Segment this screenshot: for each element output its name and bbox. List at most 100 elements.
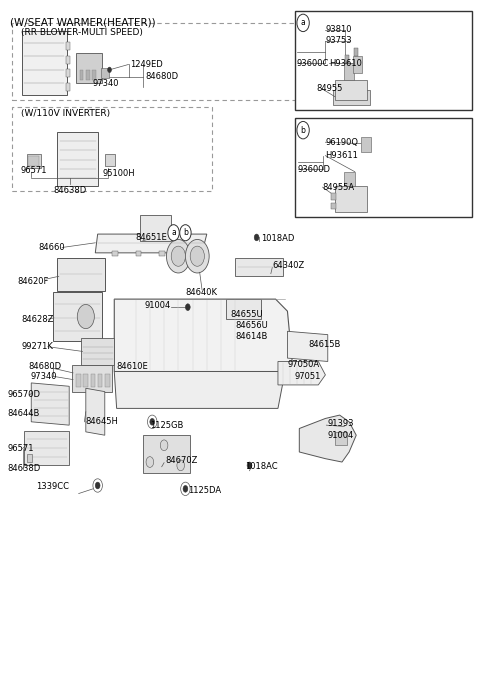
Circle shape [297, 122, 309, 139]
Bar [105, 153, 115, 166]
Bar [97, 374, 102, 387]
Polygon shape [86, 388, 105, 435]
Text: 93753: 93753 [325, 37, 352, 45]
Text: 84955: 84955 [316, 84, 342, 93]
Polygon shape [57, 132, 97, 186]
Circle shape [160, 440, 168, 451]
Bar [344, 63, 354, 80]
Polygon shape [235, 258, 283, 276]
Bar [86, 70, 90, 80]
Text: 84656U: 84656U [235, 321, 268, 331]
Polygon shape [96, 234, 207, 253]
Bar [91, 374, 96, 387]
Text: 1018AD: 1018AD [261, 235, 295, 243]
Polygon shape [300, 415, 356, 462]
Circle shape [185, 304, 190, 310]
Bar [345, 55, 349, 63]
Bar [80, 70, 84, 80]
Polygon shape [226, 299, 261, 319]
Text: 84610E: 84610E [117, 362, 148, 370]
Text: 84640K: 84640K [185, 288, 217, 297]
Text: b: b [183, 228, 188, 237]
Polygon shape [81, 338, 114, 365]
Bar [136, 251, 141, 256]
Text: 84615B: 84615B [309, 340, 341, 349]
Bar [76, 374, 81, 387]
Text: 1125GB: 1125GB [150, 420, 183, 430]
Bar [76, 53, 102, 83]
Bar [92, 70, 96, 80]
Text: 93600D: 93600D [298, 164, 331, 174]
Polygon shape [143, 435, 190, 473]
Bar [354, 49, 358, 56]
Text: 84655U: 84655U [230, 310, 263, 319]
Bar [101, 68, 108, 78]
Bar [335, 80, 367, 100]
Polygon shape [72, 365, 112, 391]
Text: 84620F: 84620F [17, 276, 48, 285]
Bar [66, 69, 70, 77]
Text: 93810: 93810 [325, 25, 352, 34]
Circle shape [190, 246, 204, 266]
Text: (W/110V INVERTER): (W/110V INVERTER) [21, 109, 110, 118]
Polygon shape [57, 258, 105, 291]
Bar [335, 187, 367, 212]
Circle shape [146, 457, 154, 467]
Polygon shape [333, 90, 371, 105]
Polygon shape [288, 331, 328, 362]
Polygon shape [114, 299, 292, 372]
Text: 84651E: 84651E [136, 233, 168, 242]
Circle shape [185, 239, 209, 273]
Text: H93610: H93610 [329, 59, 362, 68]
Bar [140, 216, 171, 241]
Bar [112, 251, 118, 256]
Text: 97340: 97340 [93, 79, 120, 89]
Circle shape [96, 482, 100, 489]
Polygon shape [114, 372, 285, 408]
Bar [335, 432, 347, 445]
Text: 84680D: 84680D [29, 362, 62, 370]
Bar [361, 137, 372, 151]
Text: 95100H: 95100H [102, 169, 135, 178]
Circle shape [180, 224, 191, 241]
Bar [26, 153, 41, 168]
Text: 84644B: 84644B [8, 408, 40, 418]
Circle shape [168, 224, 179, 241]
Polygon shape [31, 383, 69, 425]
Polygon shape [22, 31, 67, 95]
Text: 97340: 97340 [30, 372, 57, 381]
Bar [84, 374, 88, 387]
Bar [159, 251, 165, 256]
Bar [295, 118, 472, 217]
Text: 1018AC: 1018AC [245, 462, 277, 471]
Text: 97050A: 97050A [288, 360, 320, 369]
Text: 84955A: 84955A [323, 183, 355, 192]
Bar [66, 43, 70, 51]
Circle shape [297, 14, 309, 32]
Bar [66, 82, 70, 91]
Circle shape [108, 67, 111, 72]
Bar [353, 56, 362, 73]
Polygon shape [53, 293, 102, 341]
Text: 84645H: 84645H [86, 417, 119, 427]
Text: (W/SEAT WARMER(HEATER)): (W/SEAT WARMER(HEATER)) [10, 18, 156, 28]
Bar [26, 454, 32, 462]
Circle shape [77, 304, 95, 329]
Text: a: a [301, 18, 305, 28]
Text: 99271K: 99271K [22, 342, 54, 352]
Circle shape [254, 234, 259, 241]
Text: 64340Z: 64340Z [272, 261, 304, 270]
Text: 91004: 91004 [328, 431, 354, 439]
Circle shape [150, 418, 155, 425]
Bar [331, 203, 336, 210]
Text: b: b [300, 126, 306, 135]
Text: 84614B: 84614B [235, 332, 268, 341]
Bar [66, 55, 70, 64]
Text: 97051: 97051 [295, 372, 321, 381]
Text: 1249ED: 1249ED [130, 60, 163, 69]
Text: 84680D: 84680D [145, 72, 178, 81]
Bar [105, 374, 109, 387]
Polygon shape [278, 362, 325, 385]
Text: H93611: H93611 [325, 151, 358, 160]
Text: 91004: 91004 [145, 301, 171, 310]
